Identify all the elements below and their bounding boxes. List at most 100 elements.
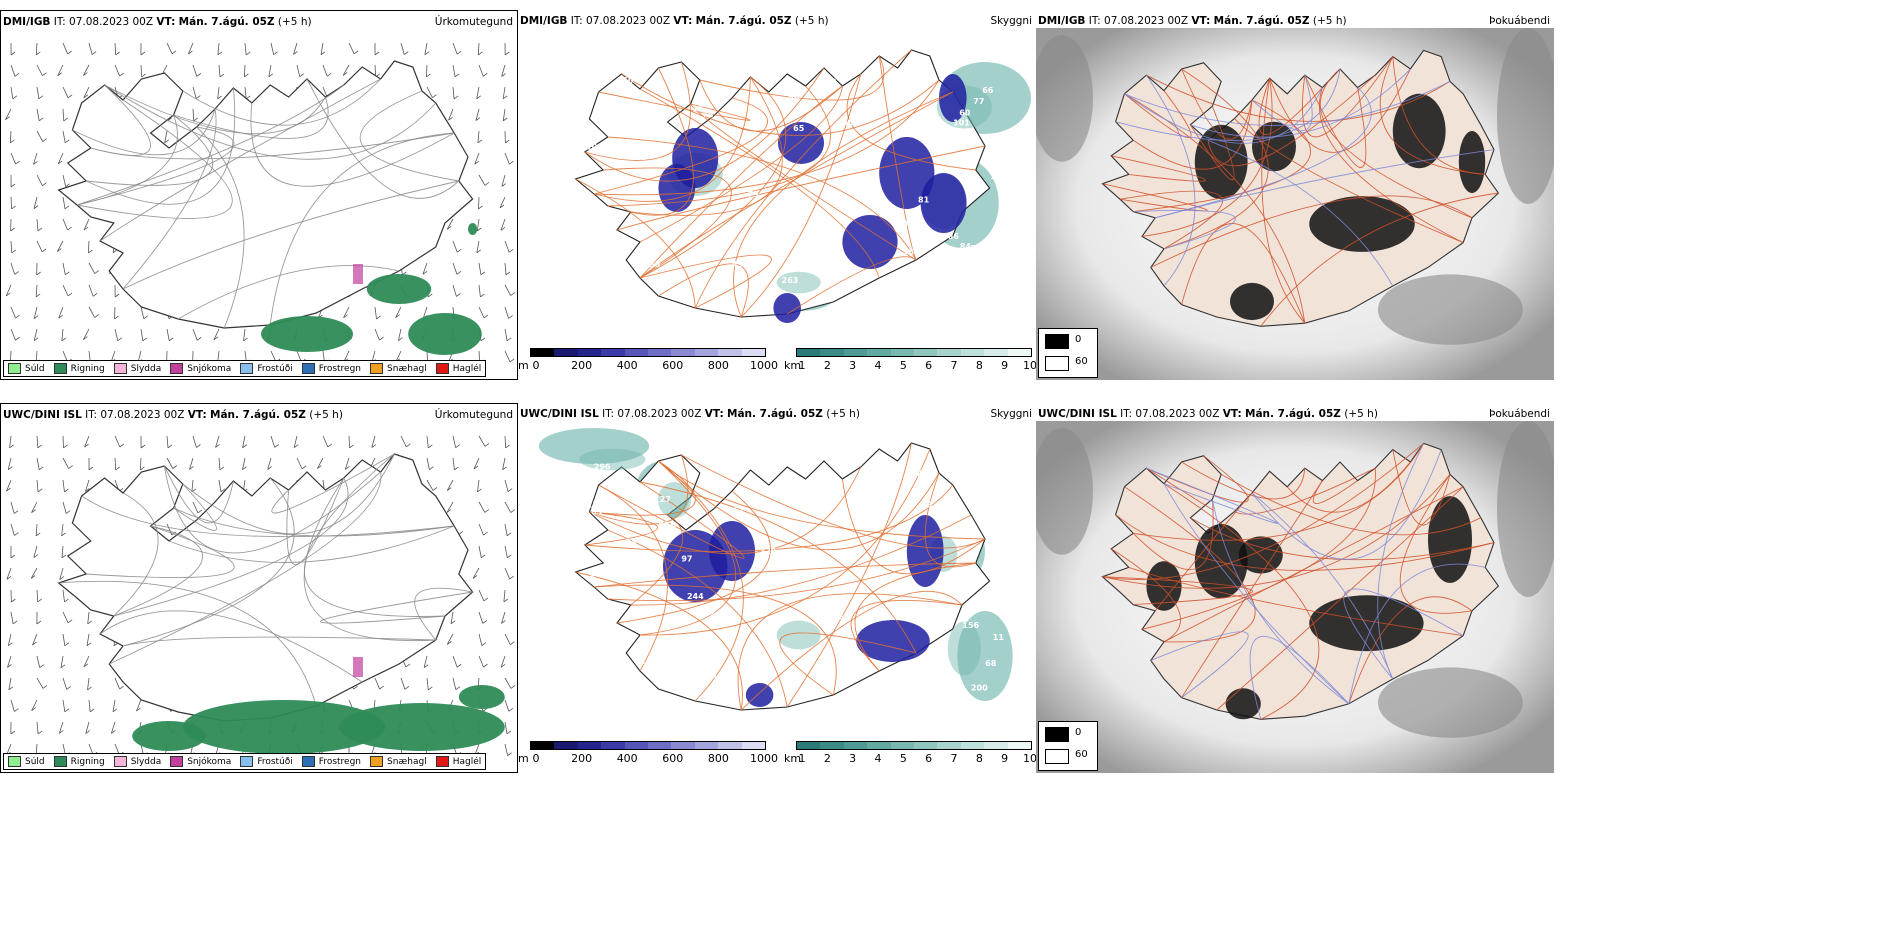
visibility-value-label: 78 bbox=[702, 110, 714, 119]
colorbar-tick: 8 bbox=[975, 752, 983, 765]
visibility-value-label: 65 bbox=[793, 124, 805, 133]
legend-item-6: Snæhagl bbox=[370, 363, 427, 374]
legend-label: Haglél bbox=[452, 756, 482, 767]
colorbar-tick: 7 bbox=[950, 359, 958, 372]
visibility-value-label: 68 bbox=[825, 77, 837, 86]
lead-time: (+5 h) bbox=[1312, 15, 1347, 27]
visibility-value-label: 262 bbox=[906, 469, 923, 478]
visibility-value-label: 81 bbox=[879, 474, 891, 483]
field-name: Þokuábendi bbox=[1489, 15, 1550, 27]
panel-header: UWC/DINI ISL IT: 07.08.2023 00Z VT: Mán.… bbox=[520, 407, 1032, 421]
colorbar-tick: 2 bbox=[823, 752, 831, 765]
visibility-value-label: 101 bbox=[953, 118, 970, 127]
visibility-value-label: 75 bbox=[985, 492, 997, 501]
legend-item-2: Slydda bbox=[113, 363, 161, 374]
lead-time: (+5 h) bbox=[794, 15, 829, 27]
run-prefix: IT: bbox=[1088, 15, 1101, 27]
panel-header: UWC/DINI ISL IT: 07.08.2023 00Z VT: Mán.… bbox=[1038, 407, 1550, 421]
legend-label: Snæhagl bbox=[387, 363, 427, 374]
legend-swatch bbox=[113, 363, 127, 374]
legend-item-3: Snjókoma bbox=[170, 363, 231, 374]
legend-label: Haglél bbox=[452, 363, 482, 374]
panel-header: DMI/IGB IT: 07.08.2023 00Z VT: Mán. 7.ág… bbox=[520, 14, 1032, 28]
visibility-value-label: 296 bbox=[594, 463, 611, 472]
visibility-value-label: 101 bbox=[781, 63, 798, 72]
visibility-value-label: 109 bbox=[586, 143, 603, 152]
visibility-km-colorbar: km 1 2 3 4 5 6 7 8 9 10 bbox=[784, 739, 1036, 773]
visibility-value-label: 200 bbox=[971, 684, 988, 693]
visibility-value-label: 193 bbox=[959, 253, 976, 262]
visibility-value-label: 90 bbox=[903, 220, 915, 229]
iceland-coastline bbox=[57, 453, 474, 722]
fog-index-map bbox=[1036, 421, 1554, 773]
legend-label: Frostregn bbox=[318, 363, 362, 374]
legend-label: Súld bbox=[25, 756, 45, 767]
legend-label: Frostúði bbox=[257, 756, 293, 767]
visibility-value-label: 246 bbox=[827, 486, 844, 495]
visibility-value-label: 42 bbox=[828, 231, 839, 240]
legend-item-1: Rigning bbox=[53, 363, 105, 374]
visibility-value-label: 84 bbox=[625, 537, 637, 546]
visibility-value-label: 84 bbox=[960, 242, 972, 251]
run-time: 07.08.2023 00Z bbox=[1104, 15, 1189, 27]
run-time: 07.08.2023 00Z bbox=[100, 409, 185, 421]
colorbar-tick: 400 bbox=[616, 359, 638, 372]
valid-time: Mán. 7.ágú. 05Z bbox=[210, 409, 306, 421]
legend-swatch bbox=[370, 363, 384, 374]
visibility-value-label: 101 bbox=[885, 87, 902, 96]
visibility-value-label: 263 bbox=[782, 276, 799, 285]
legend-item-6: Snæhagl bbox=[370, 756, 427, 767]
panel-dmi-precip-type: DMI/IGB IT: 07.08.2023 00Z VT: Mán. 7.ág… bbox=[0, 10, 518, 380]
precip-type-legend: Súld Rigning Slydda Snjókoma Frostúði Frostre… bbox=[3, 753, 487, 770]
visibility-value-label: 16 bbox=[692, 104, 704, 113]
colorbar-tick: 1000 bbox=[750, 752, 778, 765]
visibility-value-label: 97 bbox=[681, 554, 692, 563]
precip-type-map bbox=[6, 435, 516, 757]
visibility-value-label: 73 bbox=[638, 119, 649, 128]
valid-time: Mán. 7.ágú. 05Z bbox=[1245, 408, 1341, 420]
legend-item-5: Frostregn bbox=[301, 756, 361, 767]
legend-swatch bbox=[301, 363, 315, 374]
legend-swatch bbox=[240, 363, 254, 374]
panel-dmi-visibility: DMI/IGB IT: 07.08.2023 00Z VT: Mán. 7.ág… bbox=[518, 10, 1036, 380]
legend-item-4: Frostúði bbox=[240, 363, 293, 374]
visibility-value-label: 58 bbox=[961, 454, 973, 463]
visibility-value-label: 127 bbox=[654, 495, 671, 504]
visibility-value-label: 80 bbox=[703, 607, 715, 616]
legend-swatch bbox=[370, 756, 384, 767]
visibility-value-label: 81 bbox=[658, 521, 670, 530]
colorbar-tick: 7 bbox=[950, 752, 958, 765]
valid-prefix: VT: bbox=[673, 15, 693, 27]
valid-prefix: VT: bbox=[156, 16, 176, 28]
field-name: Úrkomutegund bbox=[434, 16, 513, 28]
visibility-value-label: 244 bbox=[687, 592, 704, 601]
legend-item-3: Snjókoma bbox=[170, 756, 231, 767]
visibility-value-label: 116 bbox=[659, 521, 676, 530]
visibility-value-label: 81 bbox=[918, 196, 930, 205]
panel-header: DMI/IGB IT: 07.08.2023 00Z VT: Mán. 7.ág… bbox=[3, 15, 513, 29]
legend-item-4: Frostúði bbox=[240, 756, 293, 767]
visibility-map: 246 244 166 116 102 329 121 296 96 75 97 80 76 84 81 73… bbox=[538, 428, 1013, 711]
visibility-value-label: 144 bbox=[823, 256, 840, 265]
colorbar-tick: 9 bbox=[1001, 359, 1009, 372]
visibility-value-label: 156 bbox=[962, 621, 979, 630]
legend-label: Súld bbox=[25, 363, 45, 374]
visibility-value-label: 60 bbox=[609, 639, 621, 648]
visibility-value-label: 176 bbox=[990, 172, 1007, 181]
visibility-value-label: 88 bbox=[921, 501, 933, 510]
colorbar-tick: 800 bbox=[707, 752, 729, 765]
fog-swatch-0 bbox=[1045, 727, 1069, 742]
visibility-value-label: 166 bbox=[712, 674, 729, 683]
legend-label: Slydda bbox=[130, 756, 162, 767]
colorbar-tick: 5 bbox=[899, 359, 907, 372]
legend-swatch bbox=[53, 756, 67, 767]
legend-label: Snjókoma bbox=[187, 756, 232, 767]
legend-swatch bbox=[240, 756, 254, 767]
colorbar-strip bbox=[530, 348, 766, 357]
colorbar-tick: 6 bbox=[925, 359, 933, 372]
visibility-value-label: 80 bbox=[649, 260, 661, 269]
visibility-value-label: 68 bbox=[985, 659, 997, 668]
legend-swatch bbox=[301, 756, 315, 767]
legend-label: Rigning bbox=[70, 756, 105, 767]
visibility-value-label: 40 bbox=[579, 654, 591, 663]
